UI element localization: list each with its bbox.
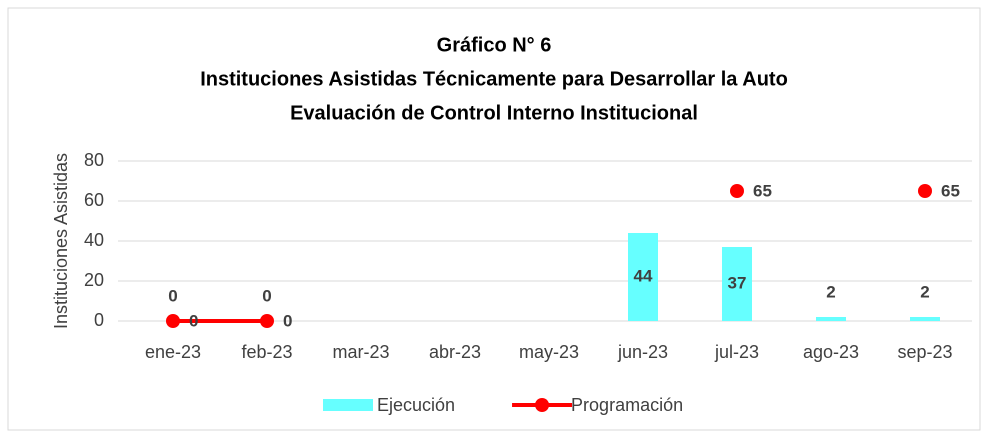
bar xyxy=(816,317,846,321)
point xyxy=(918,184,932,198)
y-tick-label: 60 xyxy=(84,190,104,210)
data-label: 44 xyxy=(634,266,653,285)
data-label: 0 xyxy=(262,286,271,305)
data-label: 2 xyxy=(826,282,835,301)
point xyxy=(730,184,744,198)
x-tick-label: ene-23 xyxy=(145,342,201,362)
data-label: 0 xyxy=(283,311,292,330)
x-tick-label: feb-23 xyxy=(241,342,292,362)
chart-subtitle: Evaluación de Control Interno Institucio… xyxy=(290,102,698,124)
x-tick-label: ago-23 xyxy=(803,342,859,362)
chart-title: Gráfico N° 6 xyxy=(437,34,552,56)
point xyxy=(260,314,274,328)
y-tick-label: 0 xyxy=(94,310,104,330)
data-label: 65 xyxy=(753,181,772,200)
x-tick-label: may-23 xyxy=(519,342,579,362)
y-tick-label: 20 xyxy=(84,270,104,290)
bar xyxy=(628,233,658,321)
data-label: 0 xyxy=(168,286,177,305)
data-label: 0 xyxy=(189,311,198,330)
x-tick-label: abr-23 xyxy=(429,342,481,362)
legend-label: Ejecución xyxy=(377,395,455,415)
bar xyxy=(910,317,940,321)
bar xyxy=(722,247,752,321)
point xyxy=(166,314,180,328)
x-tick-label: mar-23 xyxy=(332,342,389,362)
y-tick-label: 80 xyxy=(84,150,104,170)
legend-swatch xyxy=(535,398,550,412)
data-label: 65 xyxy=(941,181,960,200)
y-axis-label: Instituciones Asistidas xyxy=(51,153,71,329)
y-tick-label: 40 xyxy=(84,230,104,250)
legend-label: Programación xyxy=(571,395,683,415)
x-tick-label: jun-23 xyxy=(617,342,668,362)
data-label: 37 xyxy=(728,273,747,292)
chart-border xyxy=(7,7,981,431)
x-tick-label: sep-23 xyxy=(897,342,952,362)
chart-subtitle: Instituciones Asistidas Técnicamente par… xyxy=(200,68,788,90)
legend-swatch xyxy=(323,399,373,411)
data-label: 2 xyxy=(920,282,929,301)
x-tick-label: jul-23 xyxy=(714,342,759,362)
